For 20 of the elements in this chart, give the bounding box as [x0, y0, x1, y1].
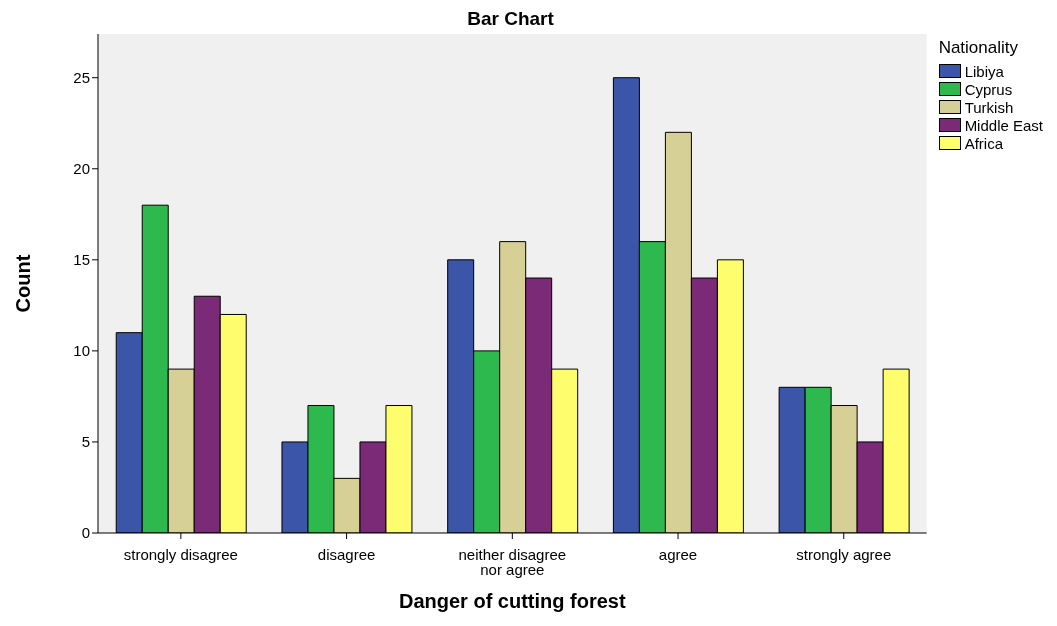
legend-label: Turkish — [964, 98, 1014, 116]
y-tick-label: 15 — [73, 251, 90, 269]
y-tick-label: 20 — [73, 160, 90, 178]
x-axis-title: Danger of cutting forest — [398, 590, 626, 612]
x-tick-label: disagree — [317, 545, 376, 563]
x-tick-label: agree — [658, 545, 698, 563]
legend-label: Middle East — [964, 116, 1043, 134]
x-tick-label: neither disagree nor agree — [458, 545, 567, 578]
y-tick-label: 0 — [81, 524, 90, 542]
y-tick-label: 25 — [73, 69, 90, 87]
y-axis-title: Count — [12, 254, 35, 313]
chart-title: Bar Chart — [466, 8, 555, 30]
legend-title: Nationality — [938, 38, 1019, 58]
legend-label: Cyprus — [964, 80, 1013, 98]
legend-label: Libiya — [964, 62, 1004, 80]
legend-label: Africa — [964, 134, 1003, 152]
x-tick-label: strongly disagree — [123, 545, 238, 563]
x-tick-label: strongly agree — [796, 545, 892, 563]
y-tick-label: 10 — [73, 342, 90, 360]
y-tick-label: 5 — [81, 433, 90, 451]
